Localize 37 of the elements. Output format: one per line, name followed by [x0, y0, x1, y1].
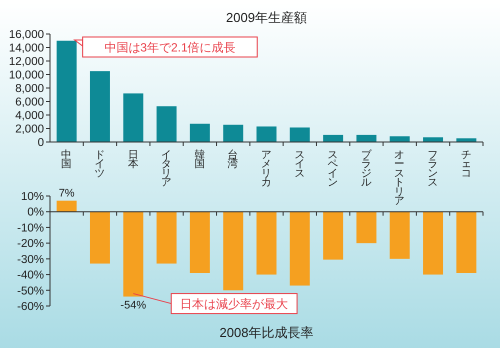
data-label: -54%	[120, 300, 146, 312]
x-tick-label: フランス	[428, 149, 439, 189]
x-tick-label: スペイン	[328, 149, 339, 189]
y-tick-label: -20%	[17, 238, 44, 250]
y-tick-label: 14,000	[8, 42, 44, 54]
callout: 中国は3年で2.1倍に成長	[73, 36, 258, 58]
x-tick-label: オーストリア	[394, 149, 406, 207]
x-tick-label: ドイツ	[94, 149, 106, 180]
text: 2008年比成長率	[220, 325, 314, 340]
x-tick-label: 韓国	[194, 148, 206, 170]
x-tick-label: スイス	[294, 149, 306, 180]
y-tick-label: -60%	[17, 301, 44, 313]
y-tick-label: 8,000	[15, 83, 44, 95]
y-tick-label: 2,000	[15, 124, 44, 136]
y-tick-label: 12,000	[8, 56, 44, 68]
x-tick-label: 台湾	[228, 148, 239, 170]
y-tick-label: 0	[38, 137, 44, 149]
x-tick-label: チェコ	[460, 149, 472, 180]
y-tick-label: 10%	[20, 191, 44, 203]
x-tick-label: 中国	[61, 148, 72, 170]
y-tick-label: 16,000	[8, 29, 44, 41]
y-tick-label: 0%	[27, 206, 44, 219]
y-tick-label: -40%	[17, 270, 44, 282]
chart-title: 2009年生産額	[226, 10, 307, 25]
y-tick-label: 4,000	[15, 110, 44, 122]
y-tick-label: -10%	[17, 222, 44, 234]
y-tick-label: -50%	[17, 285, 44, 298]
annotation: 日本は減少率が最大	[180, 297, 288, 312]
y-tick-label: 6,000	[15, 96, 44, 108]
x-tick-label: 日本	[128, 149, 139, 170]
x-tick-label: イタリア	[161, 149, 172, 189]
annotation: 中国は3年で2.1倍に成長	[104, 40, 236, 54]
x-tick-label: アメリカ	[261, 149, 272, 189]
x-tick-label: ブラジル	[360, 148, 373, 189]
data-label: 7%	[58, 188, 75, 200]
y-tick-label: -30%	[17, 254, 44, 266]
y-tick-label: 10,000	[8, 70, 44, 82]
